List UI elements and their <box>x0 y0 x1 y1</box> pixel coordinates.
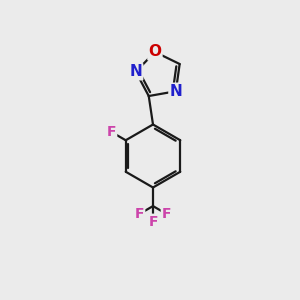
Text: O: O <box>148 44 161 59</box>
Text: F: F <box>162 207 171 221</box>
Text: F: F <box>107 125 116 139</box>
Text: N: N <box>169 84 182 99</box>
Text: N: N <box>130 64 142 79</box>
Text: F: F <box>135 207 144 221</box>
Text: F: F <box>148 215 158 229</box>
